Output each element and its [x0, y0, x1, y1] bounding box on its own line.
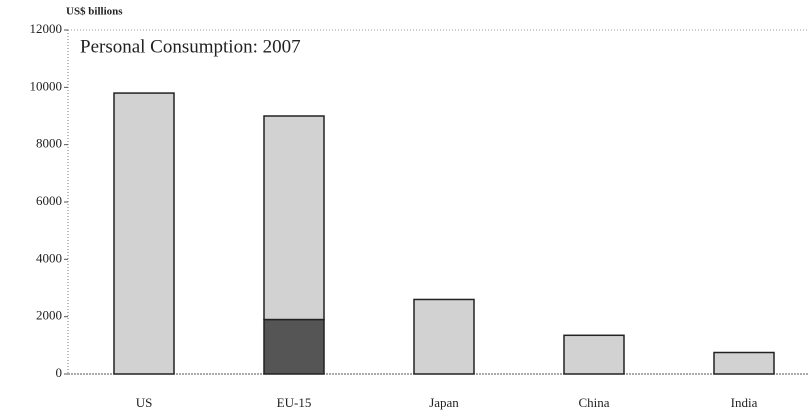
- y-tick-label: 6000: [36, 193, 62, 208]
- y-tick-label: 0: [56, 365, 63, 380]
- y-tick-label: 8000: [36, 136, 62, 151]
- y-tick-label: 12000: [30, 21, 63, 36]
- y-tick-label: 4000: [36, 250, 62, 265]
- chart-title: Personal Consumption: 2007: [80, 36, 301, 57]
- x-tick-label: EU-15: [277, 395, 312, 410]
- y-axis-label: US$ billions: [66, 6, 123, 18]
- bar-segment: [413, 298, 475, 375]
- x-tick-label: India: [731, 395, 758, 410]
- bar-segment: [263, 115, 325, 321]
- bar-segment: [263, 318, 325, 375]
- y-tick-label: 10000: [30, 78, 63, 93]
- bar-segment: [563, 334, 625, 375]
- x-tick-label: US: [136, 395, 153, 410]
- bar-segment: [113, 92, 175, 375]
- bar-segment: [713, 351, 775, 375]
- x-tick-label: China: [578, 395, 609, 410]
- y-tick-label: 2000: [36, 308, 62, 323]
- x-tick-label: Japan: [429, 395, 459, 410]
